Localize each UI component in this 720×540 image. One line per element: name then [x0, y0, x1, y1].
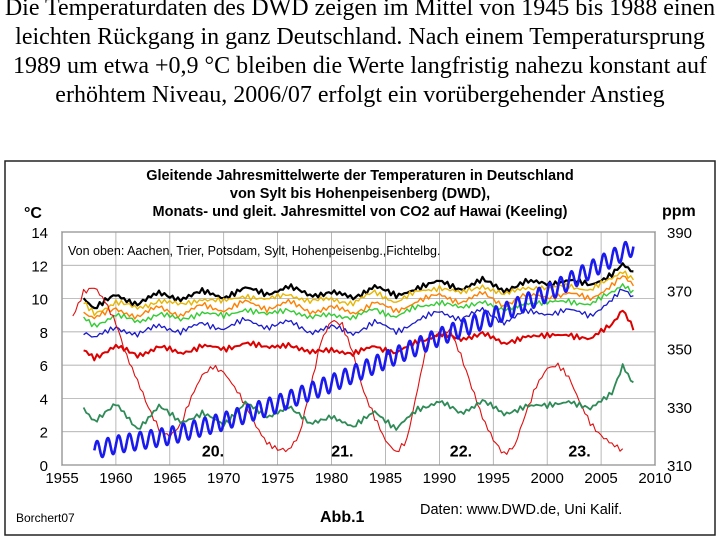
chart-figure: Gleitende Jahresmittelwerte der Temperat…	[4, 160, 716, 536]
legend-text: Von oben: Aachen, Trier, Potsdam, Sylt, …	[68, 244, 440, 258]
y-right-tick-label: 390	[667, 225, 692, 242]
y-left-tick-label: 2	[40, 425, 48, 442]
y-left-tick-label: 6	[40, 358, 48, 375]
x-tick-label: 1955	[45, 470, 78, 487]
x-tick-label: 2010	[638, 470, 671, 487]
series-line-sommerhalbjahr	[82, 363, 634, 431]
solar-cycle-label: 20.	[202, 444, 224, 461]
y-axis-right-label: ppm	[662, 203, 696, 220]
y-left-tick-label: 4	[40, 391, 48, 408]
series-line-fichtelberg	[83, 309, 635, 362]
solar-cycle-label: 23.	[568, 444, 590, 461]
y-left-tick-label: 8	[40, 325, 48, 342]
y-left-tick-labels: 0 2 4 6 8 10 12 14	[31, 225, 48, 475]
chart-title-line-2: von Sylt bis Hohenpeisenberg (DWD),	[230, 186, 490, 202]
plot-area	[61, 231, 656, 466]
series-line-co2	[93, 240, 635, 459]
x-tick-label: 1975	[261, 470, 294, 487]
chart-title-line-3: Monats- und gleit. Jahresmittel von CO2 …	[153, 204, 568, 220]
x-tick-label: 2005	[584, 470, 617, 487]
y-left-tick-label: 10	[31, 292, 48, 309]
x-tick-label: 1980	[315, 470, 348, 487]
caption: Die Temperaturdaten des DWD zeigen im Mi…	[4, 0, 716, 108]
source-right: Daten: www.DWD.de, Uni Kalif.	[420, 502, 622, 518]
solar-cycle-label: 21.	[331, 444, 353, 461]
x-tick-label: 1995	[477, 470, 510, 487]
solar-cycle-labels: 20. 21. 22. 23.	[202, 444, 591, 461]
x-tick-label: 1970	[207, 470, 240, 487]
source-left: Borchert07	[16, 511, 75, 525]
y-right-tick-label: 370	[667, 283, 692, 300]
series-line-sylt	[83, 283, 634, 328]
x-tick-label: 1960	[99, 470, 132, 487]
y-left-tick-label: 14	[31, 225, 48, 242]
y-left-tick-label: 12	[31, 258, 48, 275]
x-tick-label: 1990	[423, 470, 456, 487]
co2-label: CO2	[542, 243, 573, 260]
series-layer	[72, 240, 635, 459]
chart-title-line-1: Gleitende Jahresmittelwerte der Temperat…	[146, 168, 574, 184]
x-tick-label: 2000	[530, 470, 563, 487]
solar-cycle-label: 22.	[450, 444, 472, 461]
y-axis-left-label: °C	[24, 205, 42, 222]
y-right-tick-labels: 310 330 350 370 390	[667, 225, 692, 475]
y-right-tick-label: 350	[667, 342, 692, 359]
figure-label: Abb.1	[320, 509, 365, 526]
x-tick-label: 1965	[153, 470, 186, 487]
temperature-co2-chart: Gleitende Jahresmittelwerte der Temperat…	[4, 160, 716, 536]
x-tick-label: 1985	[369, 470, 402, 487]
series-line-trier	[83, 270, 634, 317]
x-tick-labels: 1955 1960 1965 1970 1975 1980 1985 1990 1995 2000…	[45, 470, 671, 487]
y-left-tick-label: 0	[40, 458, 48, 475]
series-line-hohenpeisenberg	[83, 288, 634, 338]
y-right-tick-label: 310	[667, 458, 692, 475]
y-right-tick-label: 330	[667, 400, 692, 417]
